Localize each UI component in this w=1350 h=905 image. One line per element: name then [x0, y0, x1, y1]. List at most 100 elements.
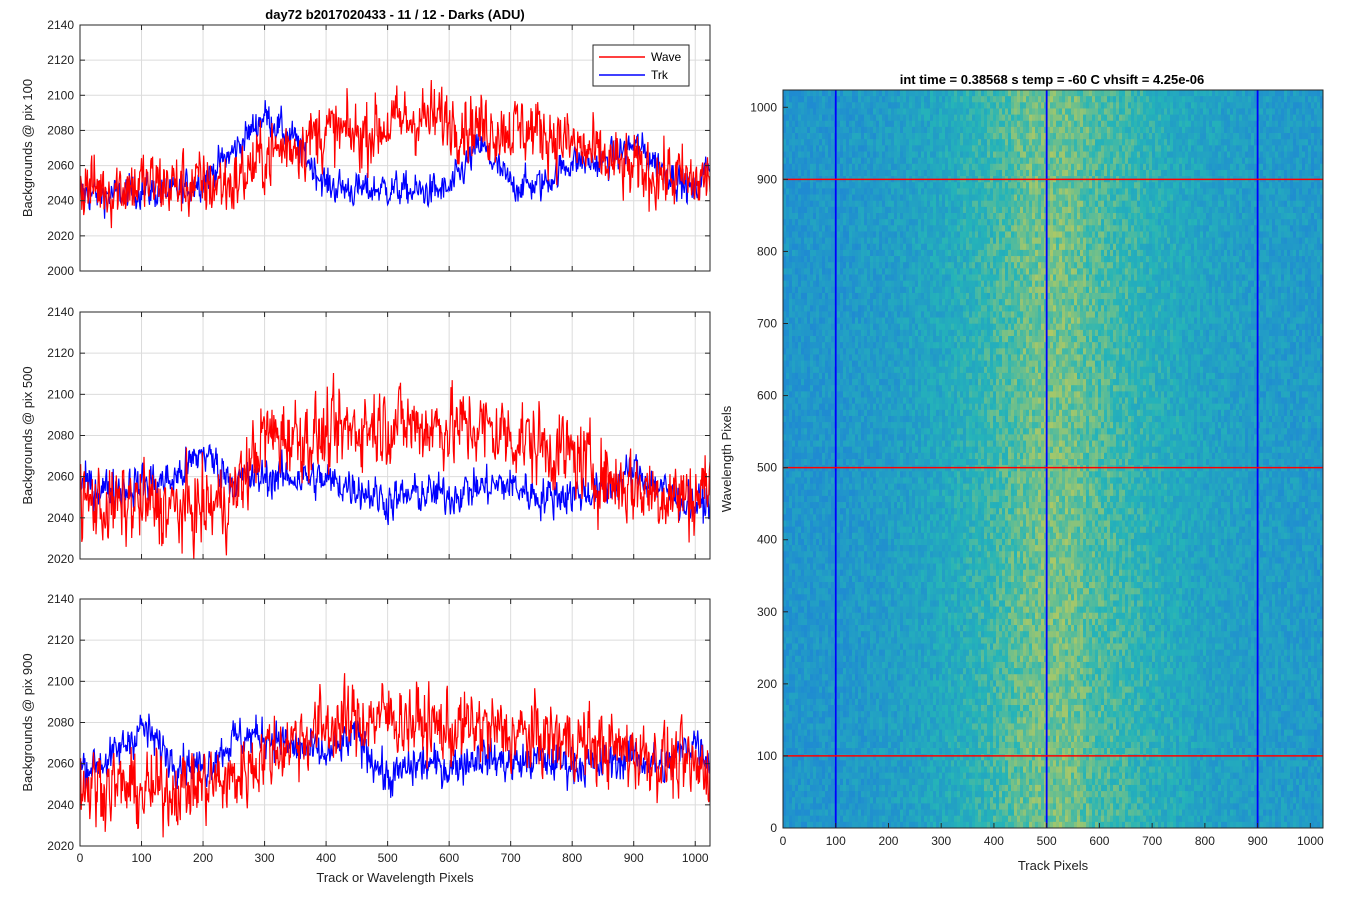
heatmap-cell: [807, 170, 810, 177]
heatmap-cell: [810, 244, 813, 251]
heatmap-cell: [1017, 96, 1020, 103]
heatmap-cell: [1287, 90, 1290, 97]
heatmap-cell: [1062, 127, 1065, 134]
heatmap-cell: [858, 219, 861, 226]
heatmap-cell: [951, 145, 954, 152]
heatmap-cell: [1191, 188, 1194, 195]
heatmap-cell: [1206, 115, 1209, 122]
heatmap-cell: [909, 231, 912, 238]
heatmap-cell: [1143, 108, 1146, 115]
heatmap-cell: [1011, 201, 1014, 208]
heatmap-cell: [1140, 102, 1143, 109]
heatmap-cell: [915, 90, 918, 97]
heatmap-cell: [1122, 231, 1125, 238]
heatmap-cell: [1002, 127, 1005, 134]
heatmap-cell: [1179, 96, 1182, 103]
heatmap-cell: [882, 170, 885, 177]
heatmap-cell: [843, 201, 846, 208]
heatmap-cell: [792, 115, 795, 122]
heatmap-cell: [1296, 195, 1299, 202]
heatmap-cell: [1068, 127, 1071, 134]
heatmap-cell: [954, 102, 957, 109]
heatmap-cell: [837, 96, 840, 103]
heatmap-cell: [1128, 90, 1131, 97]
heatmap-cell: [1188, 108, 1191, 115]
heatmap-cell: [891, 225, 894, 232]
heatmap-cell: [822, 90, 825, 97]
heatmap-cell: [1155, 139, 1158, 146]
heatmap-cell: [1203, 201, 1206, 208]
heatmap-cell: [966, 170, 969, 177]
heatmap-cell: [987, 127, 990, 134]
heatmap-cell: [1218, 158, 1221, 165]
heatmap-cell: [942, 201, 945, 208]
heatmap-cell: [912, 213, 915, 220]
heatmap-cell: [1185, 133, 1188, 140]
heatmap-cell: [1275, 238, 1278, 245]
heatmap-cell: [1023, 96, 1026, 103]
heatmap-cell: [789, 207, 792, 214]
heatmap-cell: [1269, 201, 1272, 208]
heatmap-cell: [1242, 115, 1245, 122]
heatmap-cell: [819, 195, 822, 202]
heatmap-cell: [852, 164, 855, 171]
heatmap-cell: [807, 127, 810, 134]
heatmap-cell: [960, 195, 963, 202]
heatmap-cell: [792, 238, 795, 245]
heatmap-cell: [864, 195, 867, 202]
heatmap-cell: [1005, 145, 1008, 152]
heatmap-cell: [936, 238, 939, 245]
heatmap-cell: [1068, 170, 1071, 177]
heatmap-cell: [1293, 115, 1296, 122]
heatmap-cell: [1188, 90, 1191, 97]
heatmap-cell: [1101, 195, 1104, 202]
heatmap-cell: [1137, 195, 1140, 202]
heatmap-cell: [1038, 133, 1041, 140]
heatmap-cell: [1296, 139, 1299, 146]
heatmap-cell: [993, 213, 996, 220]
heatmap-cell: [840, 127, 843, 134]
heatmap-cell: [1074, 231, 1077, 238]
heatmap-cell: [1209, 108, 1212, 115]
heatmap-cell: [891, 96, 894, 103]
heatmap-cell: [939, 207, 942, 214]
heatmap-cell: [1032, 90, 1035, 97]
heatmap-cell: [1173, 188, 1176, 195]
heatmap-cell: [828, 231, 831, 238]
heatmap-cell: [1248, 145, 1251, 152]
heatmap-cell: [987, 108, 990, 115]
heatmap-cell: [813, 90, 816, 97]
heatmap-cell: [918, 102, 921, 109]
heatmap-cell: [924, 90, 927, 97]
heatmap-cell: [1167, 90, 1170, 97]
heatmap-cell: [783, 170, 786, 177]
heatmap-cell: [837, 127, 840, 134]
heatmap-cell: [1224, 115, 1227, 122]
heatmap-cell: [972, 213, 975, 220]
heatmap-cell: [900, 188, 903, 195]
heatmap-cell: [1083, 219, 1086, 226]
heatmap-cell: [1194, 188, 1197, 195]
heatmap-cell: [1206, 170, 1209, 177]
heatmap-cell: [1134, 182, 1137, 189]
heatmap-cell: [813, 158, 816, 165]
heatmap-cell: [855, 182, 858, 189]
heatmap-cell: [1233, 139, 1236, 146]
heatmap-cell: [1176, 195, 1179, 202]
y-tick-label: 2120: [47, 346, 74, 360]
heatmap-cell: [996, 164, 999, 171]
heatmap-cell: [1251, 225, 1254, 232]
heatmap-cell: [1104, 244, 1107, 251]
heatmap-cell: [1008, 225, 1011, 232]
heatmap-cell: [1149, 213, 1152, 220]
heatmap-cell: [795, 188, 798, 195]
heatmap-cell: [1122, 133, 1125, 140]
heatmap-cell: [1242, 139, 1245, 146]
heatmap-cell: [1200, 225, 1203, 232]
heatmap-cell: [1071, 139, 1074, 146]
heatmap-cell: [1287, 115, 1290, 122]
heatmap-cell: [957, 182, 960, 189]
heatmap-cell: [783, 225, 786, 232]
heatmap-cell: [1032, 158, 1035, 165]
